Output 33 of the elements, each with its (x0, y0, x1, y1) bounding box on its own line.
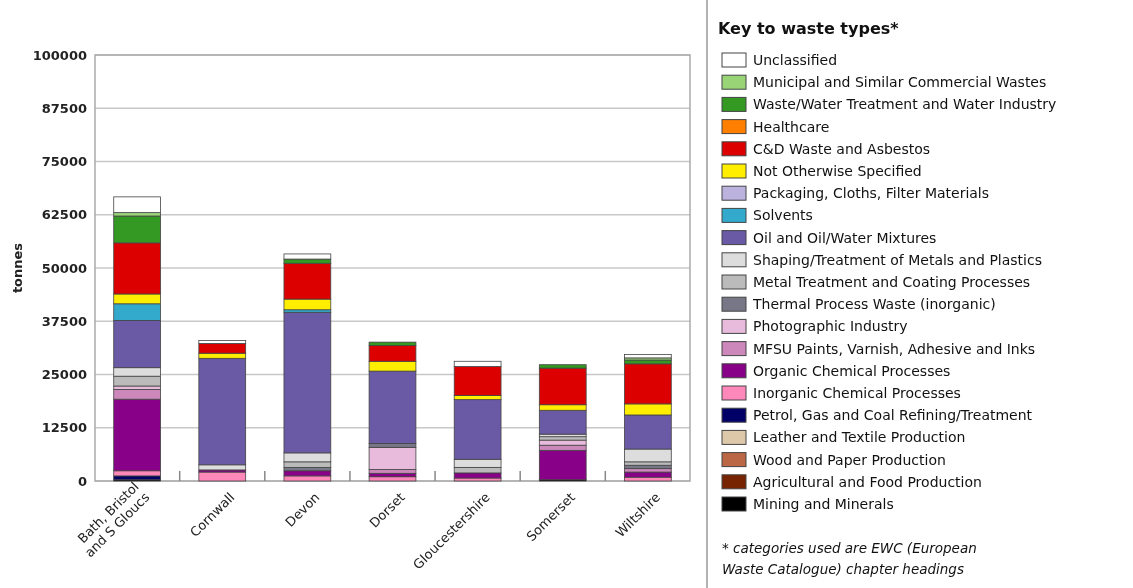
legend-label: Municipal and Similar Commercial Wastes (753, 74, 1047, 91)
legend-label: Unclassified (753, 51, 838, 68)
legend-label: Wood and Paper Production (753, 451, 946, 468)
legend-label: Mining and Minerals (753, 495, 894, 512)
y-tick-label: 87500 (41, 100, 87, 116)
y-tick-label: 37500 (41, 313, 87, 329)
legend-label: Waste/Water Treatment and Water Industry (753, 96, 1057, 113)
legend-label: Metal Treatment and Coating Processes (753, 273, 1031, 290)
y-tick-label: 75000 (41, 154, 87, 170)
legend-label: Shaping/Treatment of Metals and Plastics (753, 251, 1042, 268)
y-tick-label: 0 (77, 473, 87, 489)
legend-title: Key to waste types* (718, 19, 900, 38)
legend-label: Photographic Industry (753, 318, 908, 335)
y-tick-label: 12500 (41, 420, 87, 436)
y-tick-label: 62500 (41, 207, 87, 223)
legend-label: Leather and Textile Production (753, 429, 966, 446)
y-tick-label: 100000 (32, 47, 87, 63)
legend-label: Packaging, Cloths, Filter Materials (753, 185, 990, 202)
legend-label: Agricultural and Food Production (753, 473, 982, 490)
legend-label: Organic Chemical Processes (753, 362, 951, 379)
legend-label: Inorganic Chemical Processes (753, 384, 961, 401)
y-tick-label: 25000 (41, 367, 87, 383)
legend-label: MFSU Paints, Varnish, Adhesive and Inks (753, 340, 1036, 357)
legend-label: Not Otherwise Specified (753, 162, 922, 179)
legend-label: Healthcare (753, 118, 830, 135)
legend-label: Solvents (753, 207, 813, 224)
legend-label: Thermal Process Waste (inorganic) (752, 296, 996, 313)
y-axis-title: tonnes (10, 242, 25, 294)
text: * categories used are EWC (European Waste Catalogue) chapter headings (722, 540, 977, 577)
y-tick-label: 50000 (41, 260, 87, 276)
legend-label: Petrol, Gas and Coal Refining/Treatment (753, 407, 1033, 424)
legend-label: C&D Waste and Asbestos (753, 140, 931, 157)
legend-label: Oil and Oil/Water Mixtures (753, 229, 937, 246)
